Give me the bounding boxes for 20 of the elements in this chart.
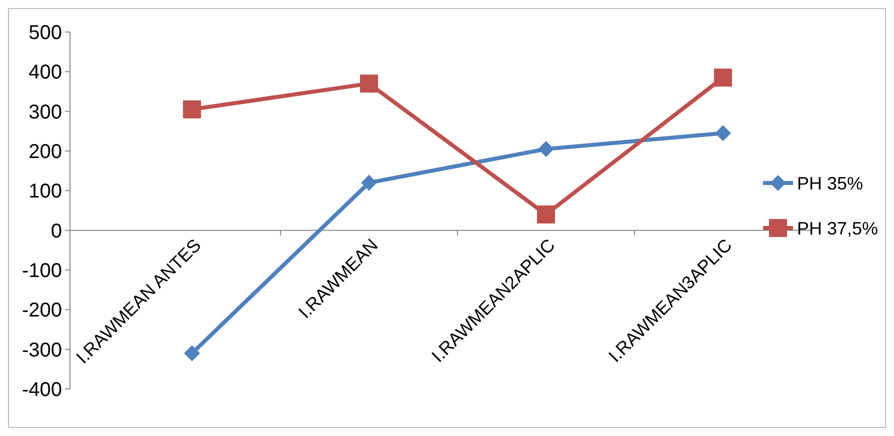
y-tick-label: 0: [50, 220, 62, 242]
y-tick-label: 400: [28, 62, 62, 84]
y-tick-label: -200: [22, 300, 62, 322]
point: [361, 174, 377, 191]
legend-label: PH 35%: [797, 173, 864, 194]
point: [360, 74, 378, 93]
y-tick-label: 500: [28, 22, 62, 44]
y-tick-label: -300: [22, 339, 62, 362]
y-tick-label: 100: [28, 180, 62, 203]
point: [715, 125, 731, 142]
y-tick-label: 200: [28, 141, 62, 163]
point: [537, 205, 555, 224]
point: [714, 68, 732, 87]
legend-label: PH 37,5%: [797, 218, 878, 238]
point: [184, 345, 200, 362]
point: [538, 141, 554, 158]
y-tick-label: -400: [22, 379, 62, 401]
point: [183, 100, 201, 118]
y-tick-label: -100: [22, 260, 62, 282]
y-tick-label: 300: [28, 101, 62, 124]
